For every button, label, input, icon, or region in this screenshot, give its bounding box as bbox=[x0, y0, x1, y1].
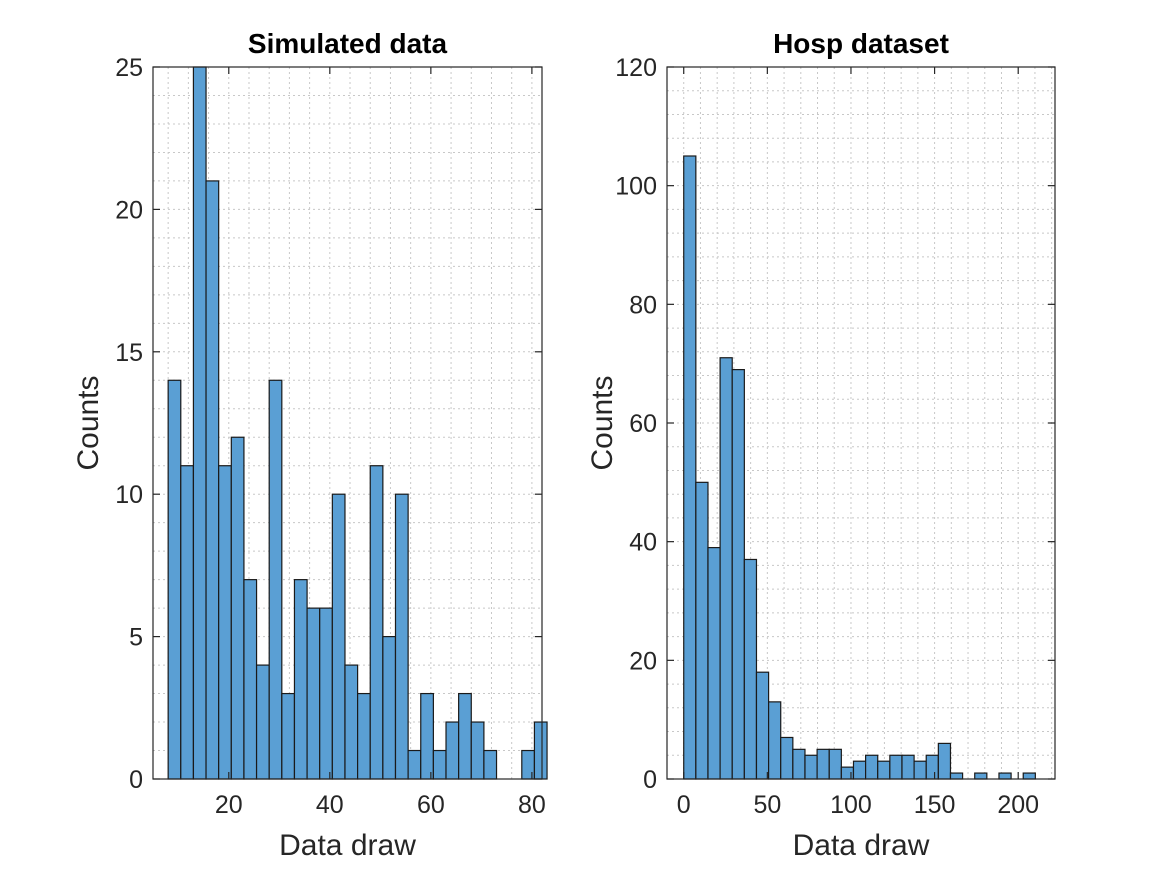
histogram-bar bbox=[925, 754, 939, 780]
histogram-bar bbox=[731, 369, 745, 780]
histogram-bar bbox=[804, 754, 818, 780]
histogram-bar bbox=[357, 692, 371, 780]
histogram-bar bbox=[840, 766, 855, 780]
chart-hosp-dataset: 0 50 100 150 200 0 20 40 60 80 100 120 Hosp dataset D… bbox=[586, 28, 1056, 862]
x-tick-label: 0 bbox=[677, 791, 691, 819]
histogram-bar bbox=[483, 749, 498, 780]
histogram-bar bbox=[255, 664, 270, 780]
y-tick-label: 20 bbox=[115, 196, 143, 224]
histogram-bar bbox=[407, 749, 422, 780]
y-tick-label: 100 bbox=[615, 173, 657, 201]
y-axis-label: Counts bbox=[586, 375, 619, 470]
x-tick-label: 150 bbox=[914, 791, 956, 819]
x-tick-label: 100 bbox=[830, 791, 872, 819]
histogram-bar bbox=[828, 748, 842, 780]
histogram-bar bbox=[230, 436, 245, 780]
y-tick-label: 5 bbox=[129, 624, 143, 652]
chart-simulated-data: 20 40 60 80 0 5 10 15 20 25 Simulated data Data dra… bbox=[72, 28, 548, 862]
x-tick-label: 20 bbox=[215, 791, 243, 819]
x-tick-label: 50 bbox=[753, 791, 781, 819]
histogram-bar bbox=[998, 772, 1012, 780]
histogram-bar bbox=[719, 357, 733, 780]
histogram-bar bbox=[331, 493, 346, 780]
histogram-bar bbox=[533, 721, 548, 780]
histogram-bar bbox=[767, 701, 782, 780]
histogram-bar bbox=[268, 379, 283, 780]
histogram-bar bbox=[864, 754, 879, 780]
chart-title: Hosp dataset bbox=[773, 28, 949, 59]
histogram-bar bbox=[816, 748, 830, 780]
histogram-bar bbox=[293, 579, 308, 780]
x-tick-label: 60 bbox=[417, 791, 445, 819]
histogram-bar bbox=[852, 760, 867, 780]
histogram-bar bbox=[470, 721, 485, 780]
y-axis-label: Counts bbox=[72, 375, 105, 470]
histogram-bar bbox=[243, 579, 258, 780]
x-tick-label: 40 bbox=[316, 791, 344, 819]
histogram-bar bbox=[695, 481, 709, 780]
y-tick-label: 20 bbox=[629, 647, 657, 675]
histogram-bar bbox=[949, 772, 964, 780]
histogram-bar bbox=[319, 607, 333, 780]
y-tick-label: 0 bbox=[129, 766, 143, 794]
x-tick-label: 80 bbox=[518, 791, 546, 819]
histogram-bar bbox=[369, 465, 384, 780]
y-tick-label: 10 bbox=[115, 481, 143, 509]
y-tick-label: 40 bbox=[629, 529, 657, 557]
histogram-bar bbox=[281, 692, 296, 780]
histogram-bar bbox=[755, 671, 770, 780]
x-tick-label: 200 bbox=[997, 791, 1039, 819]
histogram-bar bbox=[707, 546, 721, 780]
chart-title: Simulated data bbox=[248, 28, 448, 59]
histogram-bar bbox=[205, 180, 220, 780]
histogram-bar bbox=[901, 754, 915, 780]
histogram-bar bbox=[306, 607, 321, 780]
histogram-bar bbox=[445, 721, 460, 780]
histogram-bar bbox=[420, 692, 434, 780]
histogram-bar bbox=[180, 465, 195, 780]
histogram-bar bbox=[743, 558, 758, 780]
histogram-bar bbox=[1022, 772, 1036, 780]
histogram-bar bbox=[889, 754, 903, 780]
y-tick-label: 15 bbox=[115, 339, 143, 367]
histogram-bar bbox=[937, 742, 952, 780]
histogram-bar bbox=[218, 465, 232, 780]
histogram-bar bbox=[913, 760, 927, 780]
histogram-bar bbox=[683, 155, 697, 780]
histogram-bar bbox=[780, 736, 794, 780]
histogram-bar bbox=[167, 379, 182, 780]
histogram-bar bbox=[192, 66, 207, 780]
histogram-bar bbox=[974, 772, 988, 780]
y-tick-label: 0 bbox=[643, 766, 657, 794]
histogram-bar bbox=[432, 749, 447, 780]
histogram-bar bbox=[877, 760, 891, 780]
x-axis-label: Data draw bbox=[279, 829, 416, 862]
axes-box bbox=[152, 66, 543, 780]
histogram-bar bbox=[382, 635, 397, 780]
x-axis-label: Data draw bbox=[793, 829, 930, 862]
histogram-bar bbox=[344, 664, 359, 780]
y-tick-label: 60 bbox=[629, 410, 657, 438]
histogram-bar bbox=[394, 493, 409, 780]
histogram-bar bbox=[458, 692, 472, 780]
histogram-bar bbox=[792, 748, 806, 780]
y-tick-label: 80 bbox=[629, 291, 657, 319]
y-tick-label: 120 bbox=[615, 54, 657, 82]
histogram-bar bbox=[521, 749, 536, 780]
y-tick-label: 25 bbox=[115, 54, 143, 82]
